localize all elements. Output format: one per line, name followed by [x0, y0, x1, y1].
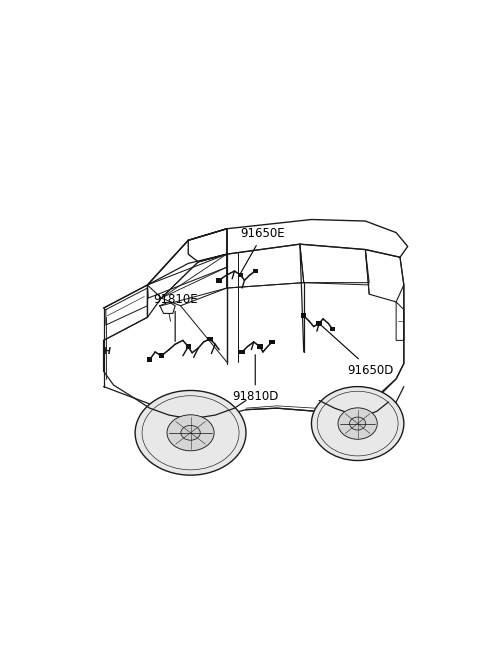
Bar: [147, 358, 153, 362]
Bar: [330, 327, 335, 331]
Ellipse shape: [135, 390, 246, 475]
Bar: [316, 321, 322, 326]
Ellipse shape: [181, 425, 200, 440]
Ellipse shape: [167, 415, 214, 451]
Text: 91650D: 91650D: [321, 326, 394, 377]
Bar: [301, 314, 306, 318]
Bar: [207, 337, 213, 341]
Ellipse shape: [349, 417, 366, 430]
Bar: [257, 345, 263, 349]
Ellipse shape: [338, 408, 377, 440]
Text: 91650E: 91650E: [240, 227, 285, 275]
Text: 91810D: 91810D: [232, 355, 278, 403]
Text: H: H: [104, 347, 111, 356]
Bar: [238, 272, 243, 277]
Text: 91810E: 91810E: [153, 293, 197, 341]
Ellipse shape: [312, 386, 404, 460]
Bar: [269, 340, 275, 345]
Bar: [252, 269, 258, 273]
Bar: [216, 278, 222, 283]
Bar: [240, 350, 245, 354]
Bar: [186, 345, 191, 349]
Bar: [158, 354, 164, 358]
